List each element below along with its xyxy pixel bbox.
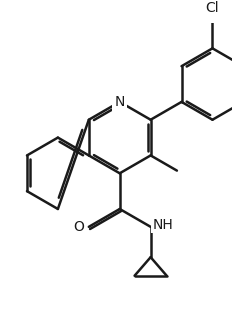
- Text: NH: NH: [152, 218, 173, 232]
- Text: N: N: [115, 95, 125, 109]
- Text: O: O: [74, 220, 84, 234]
- Text: Cl: Cl: [206, 2, 219, 16]
